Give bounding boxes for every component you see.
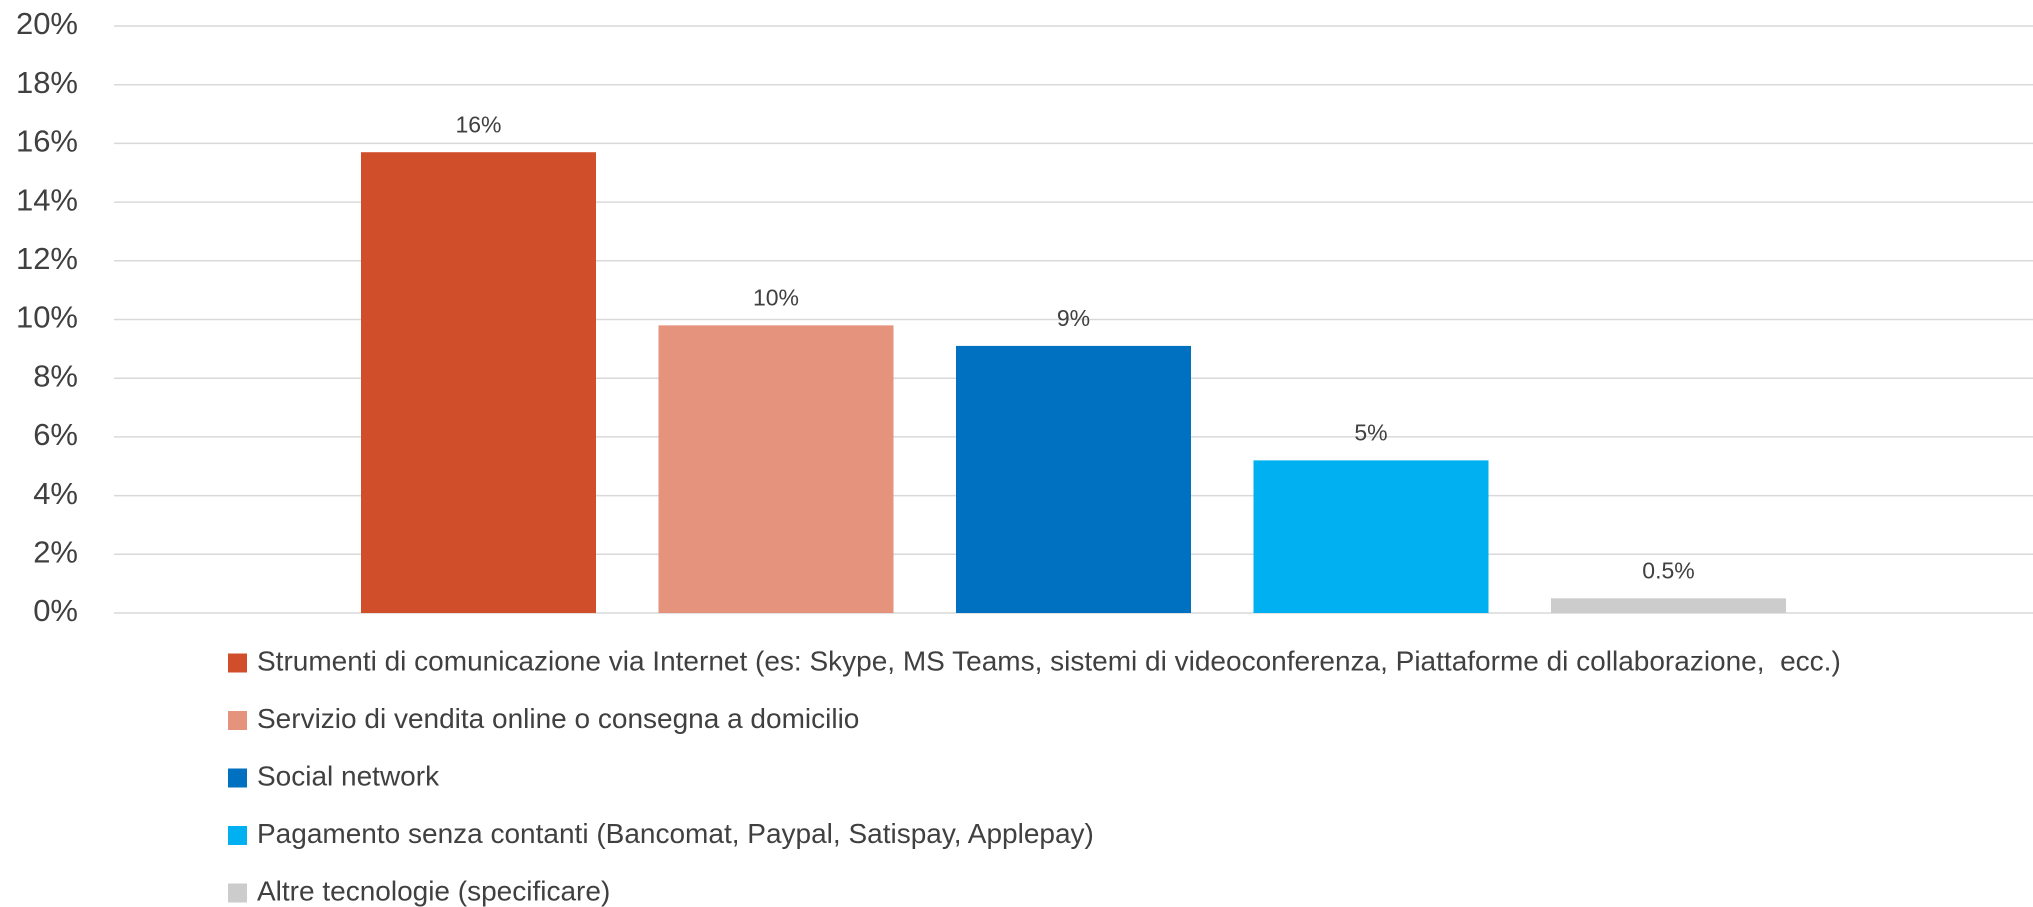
y-tick-label: 10% <box>16 300 78 335</box>
bar <box>658 325 894 613</box>
bar <box>1253 460 1489 613</box>
legend-label: Pagamento senza contanti (Bancomat, Payp… <box>257 818 1094 849</box>
y-tick-label: 20% <box>16 6 78 41</box>
value-label: 9% <box>1057 305 1090 331</box>
y-tick-label: 14% <box>16 182 78 217</box>
value-label: 16% <box>455 111 501 137</box>
y-tick-label: 8% <box>33 358 78 393</box>
legend-swatch <box>228 826 247 845</box>
value-label: 0.5% <box>1642 557 1694 583</box>
bar <box>1551 598 1786 613</box>
y-tick-label: 18% <box>16 65 78 100</box>
legend-swatch <box>228 883 247 903</box>
legend-label: Servizio di vendita online o consegna a … <box>257 703 859 734</box>
legend-label: Altre tecnologie (specificare) <box>257 875 610 906</box>
legend-swatch <box>228 711 247 730</box>
legend-swatch <box>228 768 247 788</box>
value-label: 10% <box>753 284 799 310</box>
y-tick-label: 0% <box>33 593 78 628</box>
legend-label: Strumenti di comunicazione via Internet … <box>257 645 1841 676</box>
y-tick-label: 12% <box>16 241 78 276</box>
legend-label: Social network <box>257 760 440 791</box>
y-tick-label: 16% <box>16 124 78 159</box>
value-label: 5% <box>1354 419 1387 445</box>
y-tick-label: 4% <box>33 476 78 511</box>
bar <box>361 152 596 613</box>
legend-swatch <box>228 653 247 673</box>
bar <box>956 345 1191 613</box>
y-tick-label: 6% <box>33 417 78 452</box>
y-tick-label: 2% <box>33 534 78 569</box>
